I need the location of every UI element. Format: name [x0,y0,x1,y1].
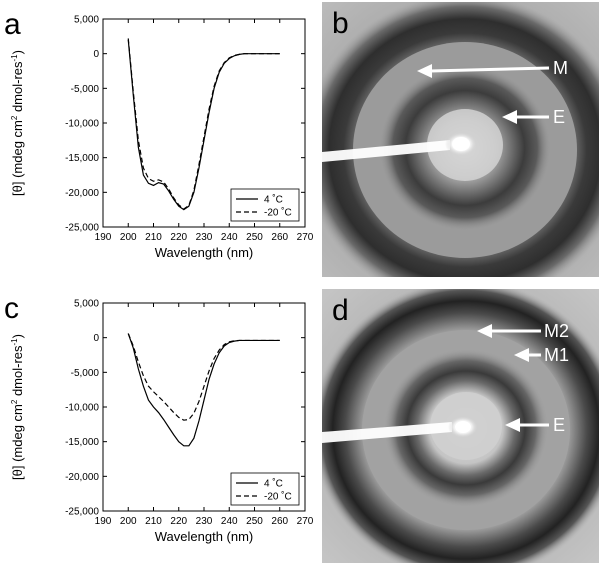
x-tick-label-c-230: 230 [196,516,213,527]
x-tick-label-c-250: 250 [246,516,263,527]
beamstop-arm-d [322,422,452,443]
y-tick-label-a-2: -5,000 [71,84,100,95]
arrow-M-b [429,66,550,73]
y-tick-label-a-5: -20,000 [65,188,99,199]
beamstop-arm-b [322,140,450,162]
x-tick-label-c-260: 260 [271,516,288,527]
x-tick-label-c-210: 210 [145,516,162,527]
y-tick-label-c-4: -15,000 [65,437,99,448]
chart-panel-a: a [θ] (mdeg cm2 dmol-res-1) 190 200 210 220… [4,8,314,260]
y-tick-label-c-5: -20,000 [65,472,99,483]
chart-panel-c: c [θ] (mdeg cm2 dmol-res-1) 190 200 210 220… [4,292,314,544]
y-axis-title-text-a: [θ] (mdeg cm2 dmol-res-1) [10,50,25,196]
series-layer-c [127,333,280,447]
ring-label-E-d: E [553,415,565,435]
arrow-head-E-b [502,110,517,124]
y-axis-title-c: [θ] (mdeg cm2 dmol-res-1) [10,334,25,480]
x-tick-label-a-210: 210 [145,232,162,243]
panel-letter-c: c [4,292,19,325]
x-tick-label-c-240: 240 [221,516,238,527]
x-tick-label-c-190: 190 [95,516,112,527]
y-axis-title-text-c: [θ] (mdeg cm2 dmol-res-1) [10,334,25,480]
y-tick-label-c-0: 5,000 [74,299,99,310]
y-tick-label-c-3: -10,000 [65,403,99,414]
arrow-head-E-d [505,418,520,432]
series-line-a-minus20C [127,38,280,210]
diffraction-image-b: b M E [322,2,599,277]
y-tick-label-a-1: 0 [93,49,99,60]
x-tick-label-c-220: 220 [170,516,187,527]
legend-label-a-1: -20 ˚C [264,207,292,219]
ring-label-M2-d: M2 [544,321,569,341]
arrow-head-M1-d [514,348,529,362]
x-tick-label-a-200: 200 [120,232,137,243]
y-axis-title-a: [θ] (mdeg cm2 dmol-res-1) [10,50,25,196]
arrow-head-M-b [417,64,432,78]
y-tick-label-c-1: 0 [93,333,99,344]
series-layer-a [127,38,280,211]
axis-ticks-c: 190 200 210 220 230 240 250 260 270 5,000 0 -5,000 -… [65,299,314,528]
series-line-c-minus20C [127,333,280,421]
axis-ticks-a: 190 200 210 220 230 240 250 260 270 5,000 0 -5,000 -… [65,15,314,244]
y-tick-label-a-3: -10,000 [65,119,99,130]
x-tick-label-a-240: 240 [221,232,238,243]
y-tick-label-a-4: -15,000 [65,153,99,164]
panel-letter-b: b [332,7,349,40]
y-tick-label-c-6: -25,000 [65,507,99,518]
beam-center-b [452,137,470,151]
legend-a: 4 ˚C-20 ˚C [230,188,300,222]
x-tick-label-a-220: 220 [170,232,187,243]
y-tick-label-a-6: -25,000 [65,223,99,234]
arrow-head-M2-d [477,324,492,338]
panel-letter-d: d [332,294,349,327]
ring-label-E-b: E [553,107,565,127]
y-tick-label-a-0: 5,000 [74,15,99,26]
x-tick-label-c-200: 200 [120,516,137,527]
legend-label-c-0: 4 ˚C [264,478,283,490]
beam-center-d [455,421,471,433]
x-tick-label-a-270: 270 [297,232,314,243]
series-line-a-4C [127,39,280,211]
y-tick-label-c-2: -5,000 [71,368,100,379]
x-tick-label-a-230: 230 [196,232,213,243]
legend-c: 4 ˚C-20 ˚C [230,472,300,506]
legend-label-c-1: -20 ˚C [264,491,292,503]
legend-box-c [230,472,300,506]
x-tick-label-a-260: 260 [271,232,288,243]
x-tick-label-a-250: 250 [246,232,263,243]
x-tick-label-a-190: 190 [95,232,112,243]
ring-label-M1-d: M1 [544,345,569,365]
panel-letter-a: a [4,8,21,41]
x-axis-title-a: Wavelength (nm) [155,245,254,260]
legend-label-a-0: 4 ˚C [264,194,283,206]
x-tick-label-c-270: 270 [297,516,314,527]
x-axis-title-c: Wavelength (nm) [155,529,254,544]
ring-label-M-b: M [553,58,568,78]
diffraction-image-d: d M2 M1 E [322,289,599,563]
legend-box-a [230,188,300,222]
